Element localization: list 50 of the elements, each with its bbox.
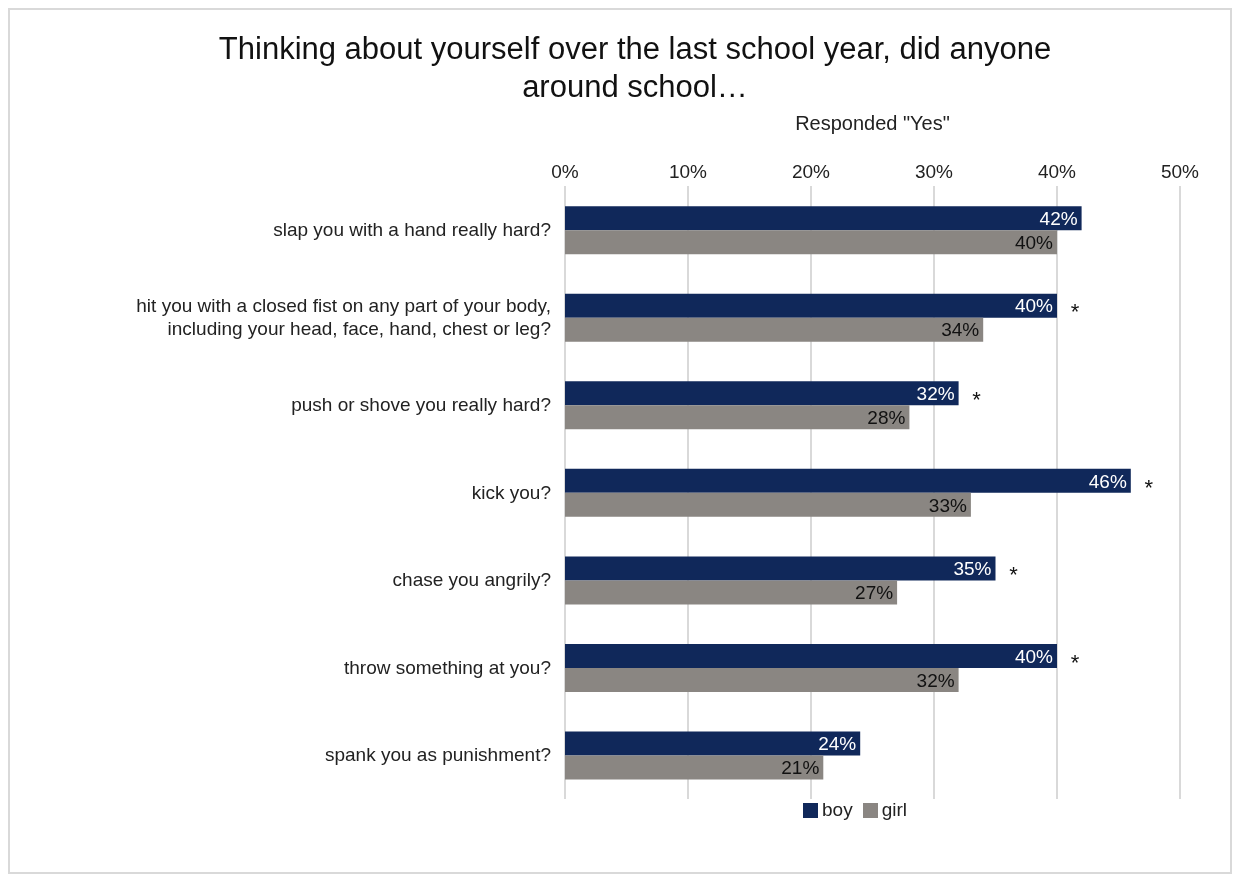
annotation: * [1070, 299, 1080, 325]
data-label: 32% [916, 669, 955, 691]
data-label: 35% [953, 558, 992, 580]
bar [565, 492, 971, 517]
y-tick-label: throw something at you? [343, 656, 551, 678]
data-label: 34% [941, 319, 980, 341]
data-label: 42% [1039, 207, 1078, 229]
chart-title: Thinking about yourself over the last school year, did anyone around school… [217, 30, 1053, 106]
data-label: 27% [855, 582, 894, 604]
data-label: 24% [818, 733, 857, 755]
legend-label: boy [822, 799, 853, 820]
y-tick-label: kick you? [471, 481, 551, 503]
x-tick-label: 50% [1160, 161, 1200, 182]
bar [565, 468, 1131, 493]
y-tick-label: chase you angrily? [392, 569, 551, 591]
data-label: 46% [1088, 470, 1127, 492]
bar [565, 381, 959, 406]
bar [565, 755, 824, 780]
bar [565, 206, 1082, 231]
annotation: * [1070, 649, 1080, 675]
bar [565, 644, 1057, 668]
y-tick-label: push or shove you really hard? [291, 393, 551, 415]
data-label: 40% [1014, 645, 1054, 667]
annotation: * [972, 386, 982, 412]
data-label: 40% [1014, 231, 1054, 253]
data-label: 32% [916, 383, 955, 405]
bar [565, 230, 1057, 255]
bar [565, 668, 959, 692]
annotation: * [1009, 562, 1019, 588]
y-tick-label: spank you as punishment? [324, 744, 551, 766]
data-label: 40% [1014, 295, 1054, 317]
data-label: 33% [928, 494, 967, 516]
x-axis-title: Responded "Yes" [795, 112, 950, 135]
annotation: * [1144, 474, 1154, 500]
x-tick-label: 20% [791, 161, 831, 182]
bar [565, 293, 1057, 318]
data-label: 28% [867, 407, 906, 429]
bar [565, 317, 984, 342]
x-tick-label: 30% [914, 161, 954, 182]
legend-label: girl [881, 799, 907, 820]
bar [565, 405, 910, 430]
x-tick-label: 10% [668, 161, 708, 182]
x-tick-label: 0% [551, 161, 579, 182]
bar [565, 556, 996, 581]
y-tick-label: slap you with a hand really hard? [273, 218, 551, 240]
data-label: 21% [781, 757, 820, 779]
bar [565, 731, 861, 756]
y-tick-label: hit you with a closed fist on any part of your body, including your head, face, hand, chest or leg? [136, 294, 551, 339]
bar [565, 580, 898, 605]
x-tick-label: 40% [1037, 161, 1077, 182]
